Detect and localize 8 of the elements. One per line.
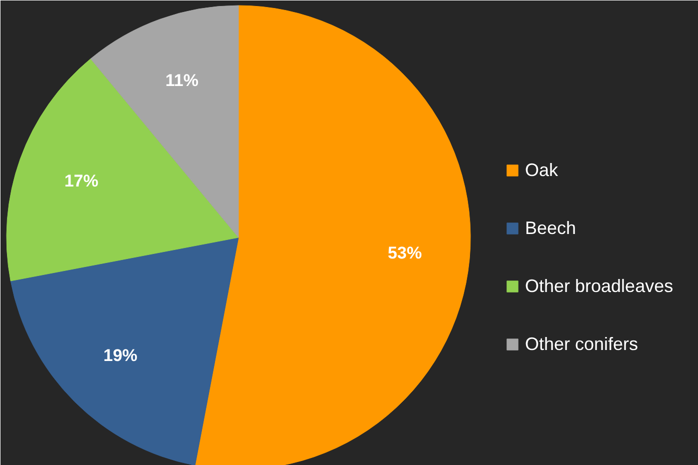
data-label: 19% — [103, 346, 138, 366]
data-label: 53% — [388, 244, 422, 263]
data-label: 11% — [165, 70, 198, 90]
legend-label: Beech — [525, 217, 576, 239]
legend-label: Other conifers — [525, 333, 638, 355]
data-label: 17% — [64, 171, 98, 190]
legend-label: Other broadleaves — [525, 275, 674, 297]
legend-label: Oak — [525, 159, 558, 181]
